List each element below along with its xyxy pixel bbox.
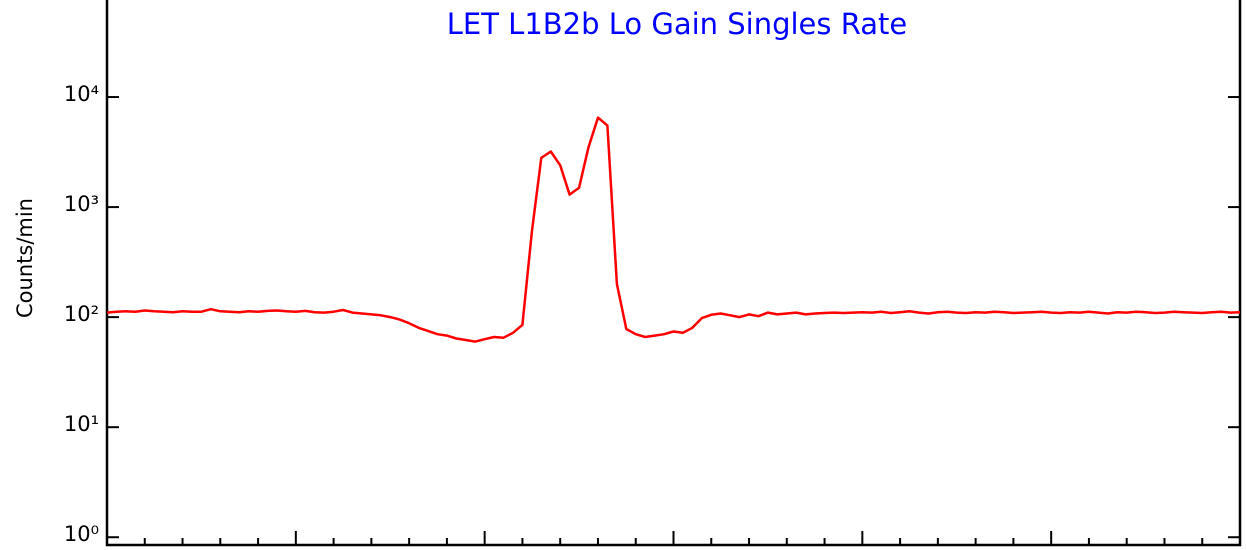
y-tick-label: 10⁴	[64, 82, 99, 106]
y-axis-label: Counts/min	[13, 198, 37, 318]
plot-frame	[105, 0, 1242, 547]
data-line	[106, 116, 1241, 343]
chart-title: LET L1B2b Lo Gain Singles Rate	[447, 7, 907, 41]
y-tick-label: 10¹	[64, 412, 99, 436]
y-tick-label: 10²	[64, 302, 99, 326]
y-tick-label: 10⁰	[64, 522, 99, 546]
y-tick-label: 10³	[64, 192, 99, 216]
